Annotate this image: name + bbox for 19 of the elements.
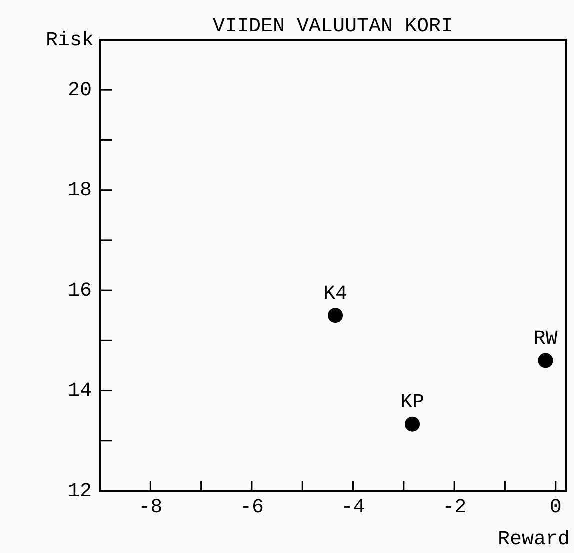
point (405, 416, 420, 432)
y-tick-label: 12 (68, 480, 92, 504)
y-tick-label: 20 (68, 79, 92, 102)
x-tick-label: -6 (240, 496, 264, 520)
x-tick-label: 0 (550, 496, 562, 520)
point (538, 353, 554, 368)
y-axis-title: Risk (46, 29, 94, 52)
x-tick-label: -2 (442, 496, 467, 520)
x-tick-label: -4 (341, 496, 366, 520)
x-axis-title: Reward (498, 528, 570, 552)
y-tick-label: 14 (68, 380, 92, 404)
y-tick-label: 16 (68, 280, 92, 303)
point (328, 308, 344, 324)
annotation: KP (400, 392, 425, 415)
y-tick-label: 18 (68, 180, 92, 203)
annotation: RW (534, 328, 558, 352)
x-tick-label: -8 (138, 496, 163, 520)
chart-title: VIIDEN VALUUTAN KORI (212, 15, 454, 38)
annotation: K4 (324, 282, 348, 306)
